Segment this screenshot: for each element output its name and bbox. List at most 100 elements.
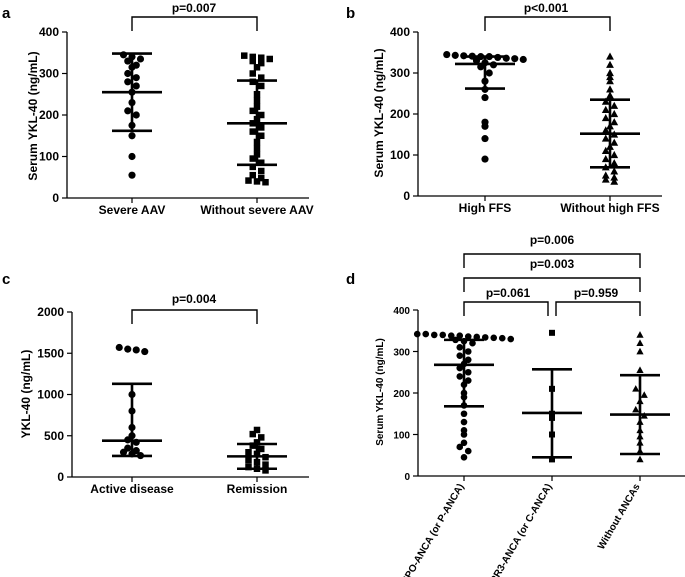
- data-point: [490, 334, 498, 342]
- data-point: [481, 155, 489, 163]
- data-point: [610, 150, 619, 159]
- tick-label-y: 200: [390, 107, 410, 121]
- data-point: [249, 155, 256, 162]
- data-group: [413, 330, 515, 461]
- data-point: [258, 111, 265, 119]
- data-point: [472, 57, 481, 65]
- data-point: [249, 442, 256, 449]
- data-point: [258, 82, 265, 90]
- data-point: [610, 118, 619, 126]
- data-point: [460, 454, 468, 461]
- data-point: [606, 52, 614, 60]
- data-group: [102, 51, 162, 179]
- data-point: [141, 348, 149, 356]
- data-point: [601, 134, 610, 142]
- data-point: [456, 373, 464, 380]
- data-group: [580, 52, 640, 185]
- tick-label-x: Without severe AAV: [200, 203, 313, 217]
- data-point: [610, 177, 619, 185]
- data-point: [258, 59, 265, 67]
- data-group: [522, 329, 582, 463]
- data-point: [601, 175, 610, 183]
- data-point: [632, 405, 640, 413]
- data-point: [266, 55, 273, 63]
- data-point: [439, 331, 447, 339]
- data-point: [253, 178, 261, 185]
- data-point: [136, 55, 145, 63]
- data-point: [610, 138, 619, 146]
- significance-bracket: [463, 301, 549, 316]
- data-point: [464, 348, 472, 355]
- p-value-label: p=0.959: [574, 286, 619, 300]
- data-point: [464, 447, 472, 455]
- data-point: [262, 467, 269, 474]
- tick-label-y: 0: [52, 191, 59, 205]
- tick-label-y: 400: [39, 25, 59, 39]
- significance-bracket: [463, 253, 641, 268]
- data-point: [481, 122, 489, 130]
- data-point: [636, 347, 644, 355]
- tick-label-y: 1000: [37, 388, 64, 402]
- tick-label-y: 2000: [37, 305, 64, 319]
- data-point: [469, 339, 476, 347]
- data-point: [124, 107, 132, 115]
- data-point: [636, 366, 644, 374]
- data-point: [422, 330, 430, 338]
- y-axis-title: Serum YKL-40 (ng/mL): [375, 338, 386, 446]
- p-value-label: p=0.004: [172, 292, 217, 306]
- data-point: [636, 455, 644, 463]
- data-point: [443, 50, 451, 59]
- data-point: [258, 132, 265, 139]
- data-point: [636, 339, 644, 347]
- data-point: [132, 111, 140, 119]
- data-point: [610, 101, 619, 109]
- significance-bracket: [131, 309, 258, 324]
- data-point: [245, 449, 252, 456]
- tick-label-y: 300: [390, 66, 410, 80]
- tick-label-y: 200: [393, 389, 410, 400]
- p-value-label: p=0.006: [530, 233, 575, 247]
- p-value-label: p<0.001: [524, 1, 569, 15]
- data-group: [610, 331, 670, 463]
- data-point: [119, 448, 128, 456]
- data-point: [245, 177, 252, 184]
- tick-label-y: 400: [393, 306, 410, 317]
- data-point: [249, 57, 256, 65]
- y-axis-title: YKL-40 (ng/mL): [19, 350, 33, 439]
- data-point: [601, 105, 610, 113]
- tick-label-y: 0: [403, 189, 410, 203]
- tick-label-x: Without high FFS: [560, 201, 659, 215]
- data-point: [124, 69, 132, 78]
- data-point: [601, 146, 610, 154]
- panel-letter-b: b: [346, 5, 355, 22]
- tick-label-y: 1500: [37, 346, 64, 360]
- data-point: [460, 431, 468, 438]
- tick-label-y: 0: [404, 472, 410, 483]
- data-point: [132, 346, 140, 354]
- data-point: [258, 54, 265, 61]
- data-point: [253, 426, 261, 434]
- data-point: [632, 385, 640, 392]
- tick-label-x: Remission: [227, 482, 288, 496]
- data-point: [549, 456, 555, 463]
- data-point: [413, 330, 421, 338]
- significance-bracket: [131, 16, 258, 31]
- data-point: [128, 152, 136, 161]
- data-point: [549, 329, 555, 336]
- data-point: [481, 135, 489, 143]
- data-point: [601, 126, 610, 134]
- data-point: [636, 331, 644, 338]
- chart-panel-d: d Serum YKL-40 (ng/mL) MPO-ANCA (or P-AN…: [346, 233, 685, 577]
- data-point: [451, 51, 459, 59]
- data-point: [124, 57, 132, 65]
- data-point: [249, 128, 256, 135]
- data-point: [245, 463, 252, 471]
- data-point: [464, 368, 472, 376]
- data-group: [227, 426, 287, 474]
- tick-label-y: 300: [39, 67, 59, 81]
- tick-label-x: Active disease: [90, 482, 174, 496]
- tick-label-x: MPO-ANCA (or P-ANCA): [399, 482, 466, 577]
- p-value-label: p=0.061: [486, 286, 531, 300]
- data-point: [249, 107, 256, 115]
